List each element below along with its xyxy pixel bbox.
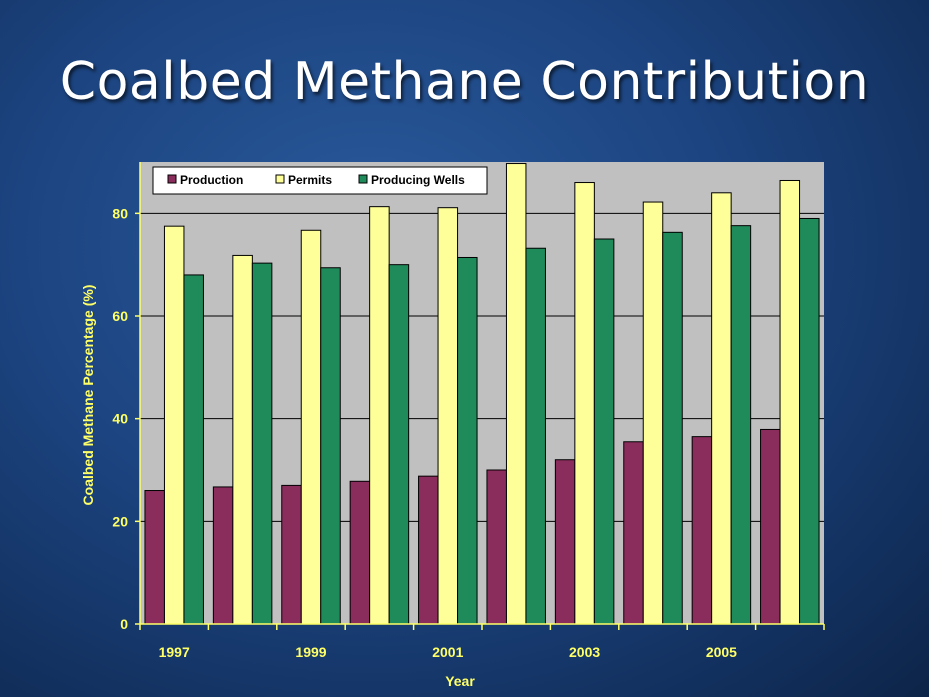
bar-producing-wells (320, 267, 341, 625)
bar-producing-wells (251, 262, 273, 625)
bar-permits (369, 206, 390, 625)
legend-swatch (167, 174, 177, 184)
axes (135, 162, 825, 630)
legend-label: Producing Wells (371, 173, 465, 187)
legend-swatch (275, 174, 285, 184)
bar-production (212, 486, 234, 625)
legend-label: Production (180, 173, 243, 187)
bar-production (760, 428, 781, 625)
bar-permits (300, 229, 322, 625)
y-tick-labels: 0 20 40 60 80 (112, 205, 128, 632)
bars (144, 163, 820, 625)
bar-producing-wells (799, 217, 820, 625)
bar-production (144, 490, 165, 625)
y-tick-label: 60 (112, 308, 128, 324)
y-tick-label: 20 (112, 513, 128, 529)
bar-production (486, 469, 507, 625)
bar-producing-wells (525, 247, 546, 625)
legend-swatch (358, 174, 368, 184)
y-tick-label: 80 (112, 205, 128, 221)
slide-title: Coalbed Methane Contribution (59, 52, 870, 112)
bar-production (418, 475, 439, 625)
bar-permits (505, 163, 527, 625)
y-axis-title: Coalbed Methane Percentage (%) (80, 285, 96, 506)
x-axis-title: Year (445, 673, 475, 689)
legend-label: Permits (288, 173, 332, 187)
bar-permits (711, 192, 732, 625)
bar-production (349, 480, 371, 625)
bar-production (281, 484, 302, 625)
y-tick-label: 0 (120, 616, 128, 632)
bar-permits (574, 182, 595, 625)
x-tick-label: 1999 (295, 644, 326, 660)
bar-permits (232, 254, 253, 625)
bar-producing-wells (730, 225, 752, 625)
legend: Production Permits Producing Wells (152, 166, 488, 195)
bar-producing-wells (593, 238, 615, 625)
bar-producing-wells (662, 231, 683, 625)
bar-production (554, 459, 576, 625)
x-tick-labels: 1997 1999 2001 2003 2005 (159, 644, 738, 660)
x-tick-label: 2005 (706, 644, 737, 660)
x-tick-label: 2001 (432, 644, 463, 660)
y-tick-label: 40 (112, 411, 128, 427)
bar-permits (163, 225, 185, 625)
bar-permits (642, 201, 664, 625)
bar-production (691, 436, 713, 625)
bar-permits (437, 207, 459, 625)
x-tick-label: 2003 (569, 644, 600, 660)
bar-producing-wells (388, 264, 410, 625)
x-tick-label: 1997 (159, 644, 190, 660)
legend-box (152, 166, 488, 195)
bar-producing-wells (457, 256, 478, 625)
bar-producing-wells (183, 274, 204, 625)
bar-production (623, 441, 644, 625)
bar-permits (779, 179, 801, 625)
